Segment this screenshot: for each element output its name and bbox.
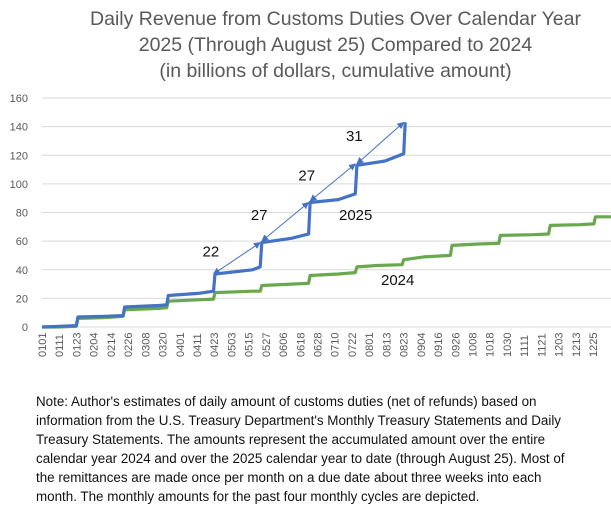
y-tick-label: 140 [10, 122, 28, 134]
annotation-arrow [309, 163, 356, 202]
y-tick-label: 80 [16, 208, 28, 220]
note-line-2: information from the U.S. Treasury Depar… [36, 413, 561, 428]
y-tick-label: 60 [16, 236, 28, 248]
x-tick-label: 1111 [519, 335, 531, 357]
annotation-arrow [356, 121, 405, 165]
x-tick-label: 0308 [140, 333, 152, 357]
annotation-label: 27 [298, 167, 315, 184]
x-tick-label: 1008 [468, 333, 480, 357]
chart-title: Daily Revenue from Customs Duties Over C… [60, 6, 611, 84]
x-tick-label: 0226 [123, 333, 135, 357]
x-tick-label: 0527 [261, 333, 273, 357]
series-line-2024 [42, 215, 611, 329]
gridlines [42, 97, 611, 328]
x-axis-ticks: 0101 0111 0123 0204 0214 0226 0308 0320 0401 0411… [37, 333, 600, 357]
y-tick-label: 40 [16, 265, 28, 277]
series-lines [41, 122, 611, 329]
series-label-2024: 2024 [381, 272, 414, 289]
x-tick-label: 1203 [554, 333, 566, 357]
y-axis-ticks: 0 20 40 60 80 100 120 140 160 [10, 93, 28, 334]
annotation-arrow [212, 242, 261, 275]
series-line-2025 [41, 122, 407, 329]
note-line-1: Note: Author's estimates of daily amount… [36, 394, 537, 409]
x-tick-label: 0926 [450, 333, 462, 357]
y-tick-label: 120 [10, 150, 28, 162]
x-tick-label: 0710 [330, 333, 342, 357]
x-tick-label: 1121 [536, 333, 548, 357]
x-tick-label: 0904 [416, 333, 428, 357]
annotation-label: 22 [203, 243, 220, 260]
note-line-6: month. The monthly amounts for the past … [36, 489, 480, 504]
x-tick-label: 0204 [89, 333, 101, 357]
x-tick-label: 0411 [192, 333, 204, 357]
x-tick-label: 0423 [209, 333, 221, 357]
series-labels: 2024 2025 [339, 207, 414, 289]
x-tick-label: 0628 [313, 333, 325, 357]
annotation-label: 31 [346, 128, 363, 145]
x-tick-label: 1030 [502, 333, 514, 357]
x-tick-label: 0618 [295, 333, 307, 357]
y-tick-label: 20 [16, 293, 28, 305]
x-tick-label: 0515 [244, 333, 256, 357]
x-tick-label: 1225 [588, 333, 600, 357]
chart-note: Note: Author's estimates of daily amount… [36, 392, 611, 506]
x-tick-label: 0214 [106, 333, 118, 357]
series-label-2025: 2025 [339, 207, 372, 224]
x-tick-label: 1018 [485, 333, 497, 357]
annotation-arrow [261, 202, 310, 242]
x-tick-label: 0916 [433, 333, 445, 357]
annotations: 22 27 27 31 [203, 121, 405, 275]
x-tick-label: 0503 [226, 333, 238, 357]
note-line-3: Treasury Statements. The amounts represe… [36, 432, 546, 447]
x-tick-label: 0401 [175, 333, 187, 357]
chart-title-line-1: Daily Revenue from Customs Duties Over C… [90, 8, 581, 30]
note-line-5: the remittances are made once per month … [36, 470, 542, 485]
x-tick-label: 0722 [347, 333, 359, 357]
note-line-4: calendar year 2024 and over the 2025 cal… [36, 451, 565, 466]
x-tick-label: 0111 [54, 334, 66, 357]
x-tick-label: 0101 [37, 333, 49, 357]
chart-plot: 0 20 40 60 80 100 120 140 160 0101 0111 0123 0204 02… [10, 93, 611, 357]
chart-title-line-2: 2025 (Through August 25) Compared to 202… [138, 34, 533, 56]
x-tick-label: 1213 [571, 333, 583, 357]
x-tick-label: 0813 [381, 333, 393, 357]
x-tick-label: 0606 [278, 333, 290, 357]
x-tick-label: 0320 [158, 333, 170, 357]
chart-title-line-3: (in billions of dollars, cumulative amou… [159, 60, 512, 82]
x-tick-label: 0123 [71, 333, 83, 357]
y-tick-label: 160 [10, 93, 28, 105]
annotation-label: 27 [251, 207, 268, 224]
x-tick-label: 0801 [364, 333, 376, 357]
y-tick-label: 0 [22, 322, 28, 334]
x-tick-label: 0823 [399, 333, 411, 357]
y-tick-label: 100 [10, 179, 28, 191]
